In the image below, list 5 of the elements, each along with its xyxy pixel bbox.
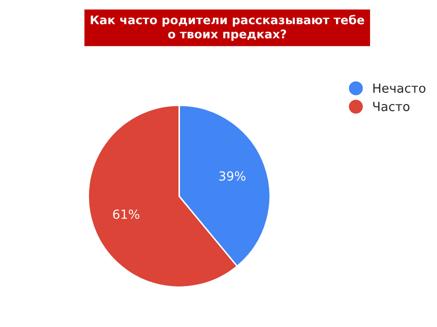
legend-label: Нечасто xyxy=(373,84,426,93)
legend-label: Часто xyxy=(373,102,410,112)
data-label: 61% xyxy=(113,209,140,219)
data-label: 39% xyxy=(219,171,246,181)
chart-title: Как часто родители рассказывают тебе о твоих предках? xyxy=(90,14,364,41)
